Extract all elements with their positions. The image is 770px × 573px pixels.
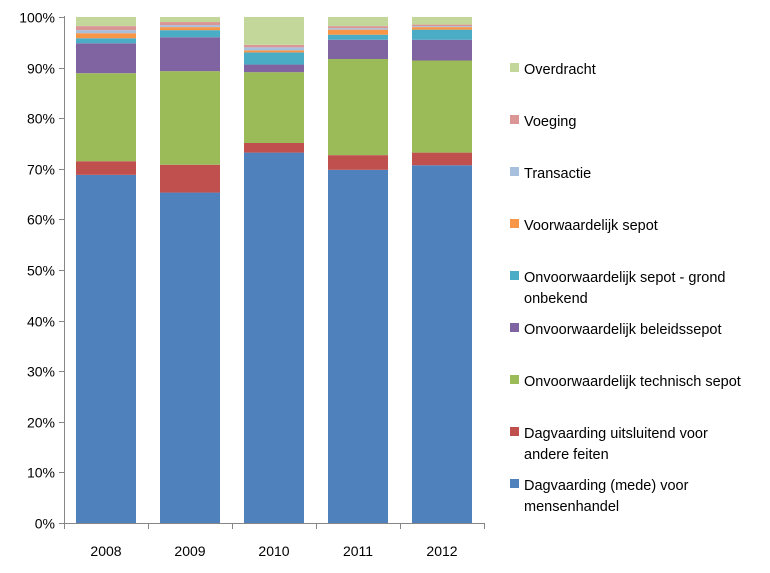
bar-segment <box>244 72 304 143</box>
bar-segment <box>328 39 388 59</box>
bar-segment <box>160 71 220 165</box>
bar-segment <box>412 17 472 25</box>
y-tick-label: 40% <box>27 314 55 330</box>
bar-segment <box>244 50 304 53</box>
bar-segment <box>76 73 136 162</box>
legend-swatch <box>510 375 519 384</box>
bar-segment <box>328 29 388 35</box>
legend-label: Onvoorwaardelijk beleidssepot <box>524 322 721 338</box>
bar-segment <box>160 37 220 72</box>
legend-item: Overdracht <box>510 62 596 78</box>
bar-segment <box>76 33 136 39</box>
legend-swatch <box>510 115 519 124</box>
bar-segment <box>244 64 304 73</box>
y-axis-ticks: 0% 10% 20% 30% 40% 50% 60% 70% 80% 90% 100% <box>19 10 64 532</box>
bar-segment <box>328 17 388 27</box>
bar-segment <box>160 22 220 26</box>
bar-segment <box>76 30 136 34</box>
legend-label: mensenhandel <box>524 499 619 515</box>
x-tick-label: 2008 <box>90 543 121 559</box>
y-tick-label: 80% <box>27 111 55 127</box>
bar-segment <box>412 27 472 30</box>
bar-segment <box>328 26 388 29</box>
legend-label: Dagvaarding uitsluitend voor <box>524 426 708 442</box>
y-tick-label: 50% <box>27 263 55 279</box>
bar-segment <box>412 165 472 523</box>
legend-label: Voorwaardelijk sepot <box>524 218 658 234</box>
legend-item: Dagvaarding (mede) voor mensenhandel <box>510 478 689 515</box>
bar-segment <box>244 44 304 48</box>
bars-group <box>76 17 472 523</box>
bar-segment <box>328 28 388 30</box>
legend-item: Onvoorwaardelijk sepot - grond onbekend <box>510 270 726 307</box>
y-tick-label: 20% <box>27 415 55 431</box>
legend-label: Voeging <box>524 114 576 130</box>
axes-group <box>64 16 484 524</box>
legend-item: Voorwaardelijk sepot <box>510 218 658 234</box>
x-tick-label: 2012 <box>426 543 457 559</box>
bar-segment <box>412 29 472 40</box>
legend-item: Voeging <box>510 114 576 130</box>
legend-label: Onvoorwaardelijk technisch sepot <box>524 374 741 390</box>
legend: Overdracht Voeging Transactie Voorwaardelij… <box>510 62 741 515</box>
y-tick-label: 10% <box>27 465 55 481</box>
bar-segment <box>160 17 220 23</box>
x-tick-label: 2011 <box>343 543 373 559</box>
legend-swatch <box>510 427 519 436</box>
legend-swatch <box>510 323 519 332</box>
bar-segment <box>328 155 388 170</box>
y-tick-label: 30% <box>27 364 55 380</box>
bar-segment <box>244 52 304 65</box>
legend-swatch <box>510 479 519 488</box>
legend-label: onbekend <box>524 291 588 307</box>
y-tick-label: 0% <box>35 516 55 532</box>
legend-swatch <box>510 219 519 228</box>
y-tick-label: 60% <box>27 212 55 228</box>
legend-swatch <box>510 167 519 176</box>
bar-segment <box>244 47 304 51</box>
legend-item: Onvoorwaardelijk beleidssepot <box>510 322 721 338</box>
bar-segment <box>412 39 472 61</box>
bar-segment <box>412 60 472 153</box>
bar-segment <box>160 30 220 38</box>
bar-segment <box>412 152 472 166</box>
bar-segment <box>328 34 388 40</box>
legend-label: Dagvaarding (mede) voor <box>524 478 689 494</box>
bar-segment <box>244 142 304 153</box>
legend-swatch <box>510 63 519 72</box>
bar-segment <box>76 38 136 44</box>
bar-segment <box>76 161 136 175</box>
bar-segment <box>160 27 220 31</box>
legend-label: Onvoorwaardelijk sepot - grond <box>524 270 726 286</box>
bar-segment <box>328 169 388 523</box>
y-tick-label: 90% <box>27 61 55 77</box>
y-tick-label: 70% <box>27 162 55 178</box>
bar-segment <box>412 26 472 28</box>
bar-segment <box>160 164 220 193</box>
legend-item: Onvoorwaardelijk technisch sepot <box>510 374 741 390</box>
legend-item: Transactie <box>510 166 591 182</box>
legend-label: Overdracht <box>524 62 596 78</box>
x-tick-label: 2010 <box>258 543 289 559</box>
bar-segment <box>76 174 136 523</box>
x-axis-ticks: 2008 2009 2010 2011 2012 <box>64 523 485 559</box>
bar-segment <box>76 26 136 31</box>
bar-segment <box>244 17 304 45</box>
legend-label: andere feiten <box>524 447 609 463</box>
bar-segment <box>160 192 220 523</box>
legend-label: Transactie <box>524 166 591 182</box>
bar-segment <box>328 58 388 156</box>
legend-swatch <box>510 271 519 280</box>
x-tick-label: 2009 <box>174 543 205 559</box>
bar-segment <box>76 17 136 27</box>
bar-segment <box>412 24 472 27</box>
bar-segment <box>160 25 220 28</box>
legend-item: Dagvaarding uitsluitend voor andere feite… <box>510 426 708 463</box>
y-tick-label: 100% <box>19 10 55 26</box>
bar-segment <box>244 152 304 523</box>
bar-segment <box>76 43 136 74</box>
